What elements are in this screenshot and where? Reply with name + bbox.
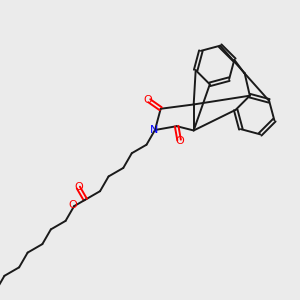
- Text: O: O: [144, 95, 153, 105]
- Text: O: O: [74, 182, 83, 191]
- Text: O: O: [176, 136, 184, 146]
- Text: N: N: [150, 125, 158, 135]
- Text: O: O: [69, 200, 77, 210]
